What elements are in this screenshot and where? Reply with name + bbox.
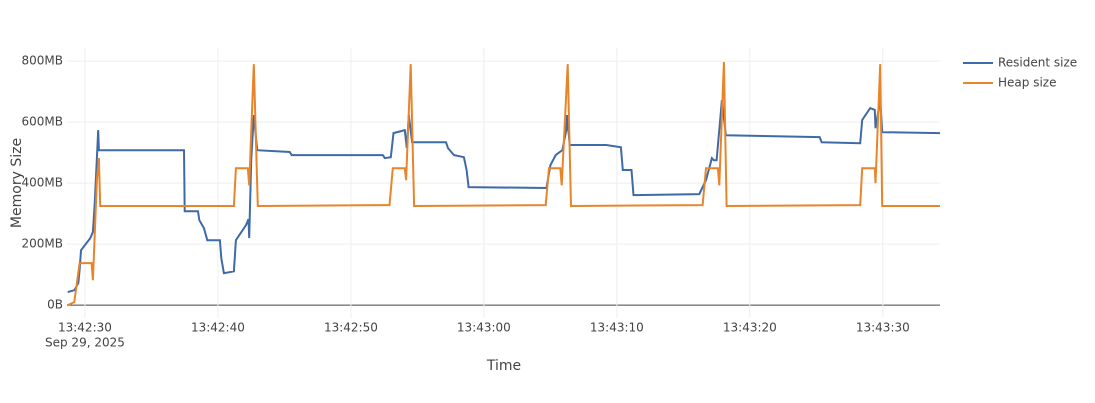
x-date-label: Sep 29, 2025 (45, 336, 125, 350)
x-axis-title: Time (486, 358, 521, 374)
legend-label: Heap size (998, 76, 1056, 90)
y-axis-title: Memory Size (9, 138, 25, 228)
x-tick-label: 13:43:20 (723, 321, 777, 335)
x-tick-label: 13:43:30 (856, 321, 910, 335)
y-tick-label: 800MB (22, 54, 64, 68)
x-tick-label: 13:43:10 (590, 321, 644, 335)
legend-label: Resident size (998, 56, 1077, 70)
x-tick-label: 13:43:00 (457, 321, 511, 335)
y-tick-label: 400MB (22, 176, 64, 190)
y-tick-label: 600MB (22, 115, 64, 129)
x-tick-label: 13:42:30 (58, 321, 112, 335)
line (67, 61, 940, 307)
y-tick-label: 0B (47, 298, 63, 312)
x-tick-label: 13:42:50 (324, 321, 378, 335)
x-tick-label: 13:42:40 (191, 321, 245, 335)
y-tick-label: 200MB (22, 237, 64, 251)
line (67, 100, 941, 294)
